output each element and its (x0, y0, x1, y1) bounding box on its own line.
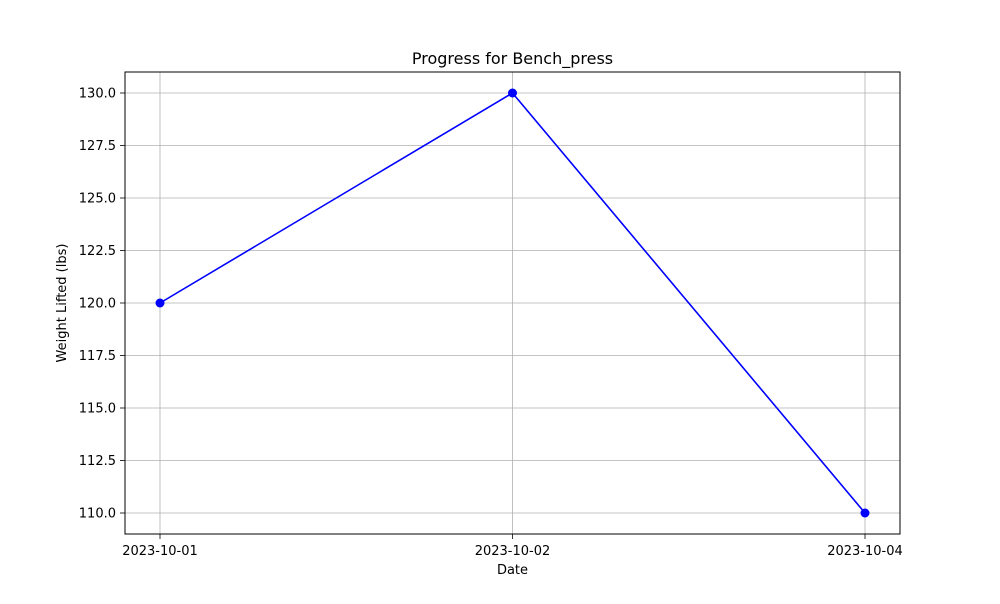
y-tick-label: 115.0 (79, 402, 116, 417)
y-tick-label: 120.0 (79, 297, 116, 312)
y-tick-label: 130.0 (79, 87, 116, 102)
x-tick-label: 2023-10-02 (475, 544, 551, 559)
y-tick-label: 117.5 (79, 349, 116, 364)
x-axis-label: Date (497, 563, 528, 578)
y-tick-label: 122.5 (79, 244, 116, 259)
series-layer (155, 88, 870, 518)
x-tick-label: 2023-10-04 (827, 544, 903, 559)
data-point-marker (155, 298, 165, 308)
y-axis-label: Weight Lifted (lbs) (55, 244, 70, 363)
y-tick-label: 125.0 (79, 192, 116, 207)
data-point-marker (860, 508, 870, 518)
y-axis: 110.0 112.5 115.0 117.5 120.0 122.5 125.0 127.5… (79, 87, 125, 522)
x-tick-label: 2023-10-01 (122, 544, 198, 559)
y-tick-label: 112.5 (79, 454, 116, 469)
x-axis: 2023-10-01 2023-10-02 2023-10-04 (122, 534, 903, 559)
y-tick-label: 110.0 (79, 507, 116, 522)
y-tick-label: 127.5 (79, 139, 116, 154)
chart-title: Progress for Bench_press (412, 49, 613, 69)
data-point-marker (508, 88, 517, 98)
grid-lines (125, 72, 900, 534)
